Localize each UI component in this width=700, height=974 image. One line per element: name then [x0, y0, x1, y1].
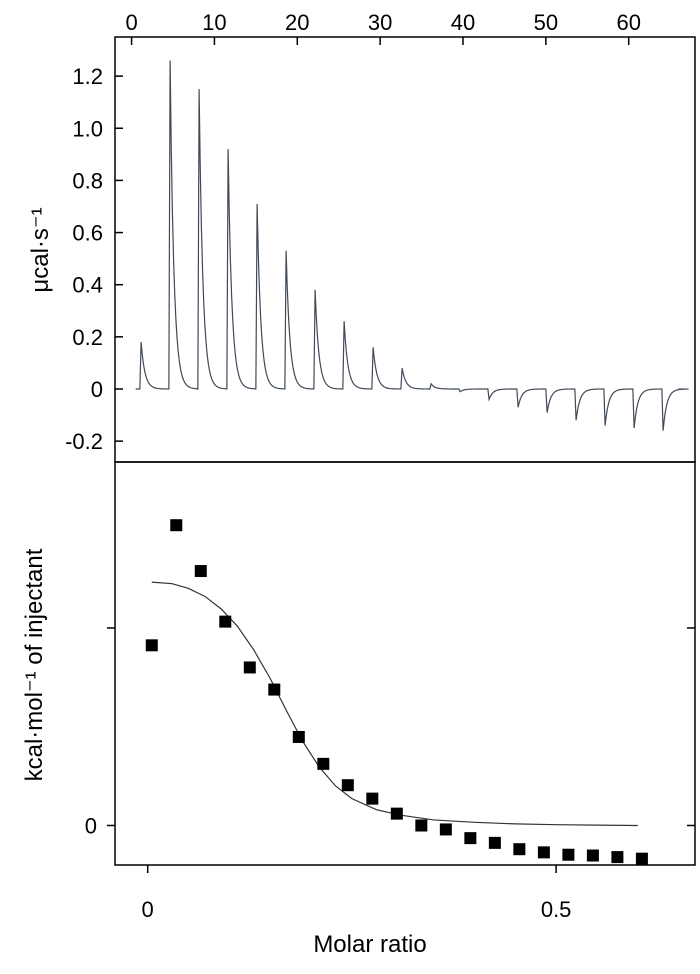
- isotherm-frame: [114, 461, 696, 866]
- thermogram-y-tick-label: -0.2: [65, 429, 103, 454]
- thermogram-panel: 0 10 20 30 40 50 60 -0.2 0 0.2 0.4 0.6 0.8 1.0 1.2 μc…: [27, 10, 696, 463]
- thermogram-x-tick-label: 20: [285, 10, 309, 35]
- thermogram-y-axis-title: μcal·s⁻¹: [27, 207, 54, 292]
- thermogram-y-tick-label: 0.4: [72, 273, 103, 298]
- thermogram-x-ticks: 0 10 20 30 40 50 60: [125, 10, 641, 45]
- thermogram-y-tick-label: 1.0: [72, 116, 103, 141]
- thermogram-x-tick-label: 60: [616, 10, 640, 35]
- isotherm-data-point: [170, 519, 183, 532]
- isotherm-y-axis-title: kcal·mol⁻¹ of injectant: [21, 548, 48, 781]
- thermogram-y-ticks: -0.2 0 0.2 0.4 0.6 0.8 1.0 1.2: [65, 64, 123, 454]
- isotherm-data-point: [562, 848, 575, 861]
- isotherm-data-point: [366, 792, 379, 805]
- isotherm-data-point: [537, 846, 550, 859]
- isotherm-y-tick-label: 0: [85, 813, 97, 838]
- isotherm-data-points: [145, 519, 648, 865]
- isotherm-x-tick-label: 0.5: [541, 897, 572, 922]
- isotherm-data-point: [268, 683, 281, 696]
- isotherm-data-point: [341, 779, 354, 792]
- thermogram-x-tick-label: 50: [534, 10, 558, 35]
- isotherm-data-point: [194, 565, 207, 578]
- isotherm-data-point: [243, 661, 256, 674]
- isotherm-data-point: [439, 823, 452, 836]
- thermogram-x-tick-label: 10: [202, 10, 226, 35]
- thermogram-y-tick-label: 0.2: [72, 325, 103, 350]
- isotherm-data-point: [219, 615, 232, 628]
- isotherm-data-point: [611, 851, 624, 864]
- isotherm-data-point: [488, 836, 501, 849]
- thermogram-x-tick-label: 30: [368, 10, 392, 35]
- isotherm-data-point: [145, 639, 158, 652]
- isotherm-data-point: [317, 757, 330, 770]
- isotherm-data-point: [390, 807, 403, 820]
- thermogram-trace: [135, 60, 689, 431]
- thermogram-y-tick-label: 1.2: [72, 64, 103, 89]
- isotherm-data-point: [464, 832, 477, 845]
- isotherm-x-ticks: 0 0.5: [142, 865, 572, 922]
- thermogram-x-tick-label: 0: [125, 10, 137, 35]
- isotherm-x-axis-title: Molar ratio: [313, 931, 426, 958]
- isotherm-data-point: [415, 819, 428, 832]
- thermogram-y-tick-label: 0: [91, 377, 103, 402]
- isotherm-data-point: [292, 730, 305, 743]
- isotherm-data-point: [513, 843, 526, 856]
- thermogram-y-tick-label: 0.6: [72, 221, 103, 246]
- isotherm-data-point: [635, 852, 648, 865]
- thermogram-y-tick-label: 0.8: [72, 168, 103, 193]
- isotherm-y-ticks: 0: [85, 627, 695, 838]
- thermogram-x-tick-label: 40: [451, 10, 475, 35]
- isotherm-data-point: [586, 849, 599, 862]
- isotherm-panel: 0 0.5 0 kcal·mol⁻¹ of injectant Molar rat…: [21, 461, 696, 958]
- isotherm-x-tick-label: 0: [142, 897, 154, 922]
